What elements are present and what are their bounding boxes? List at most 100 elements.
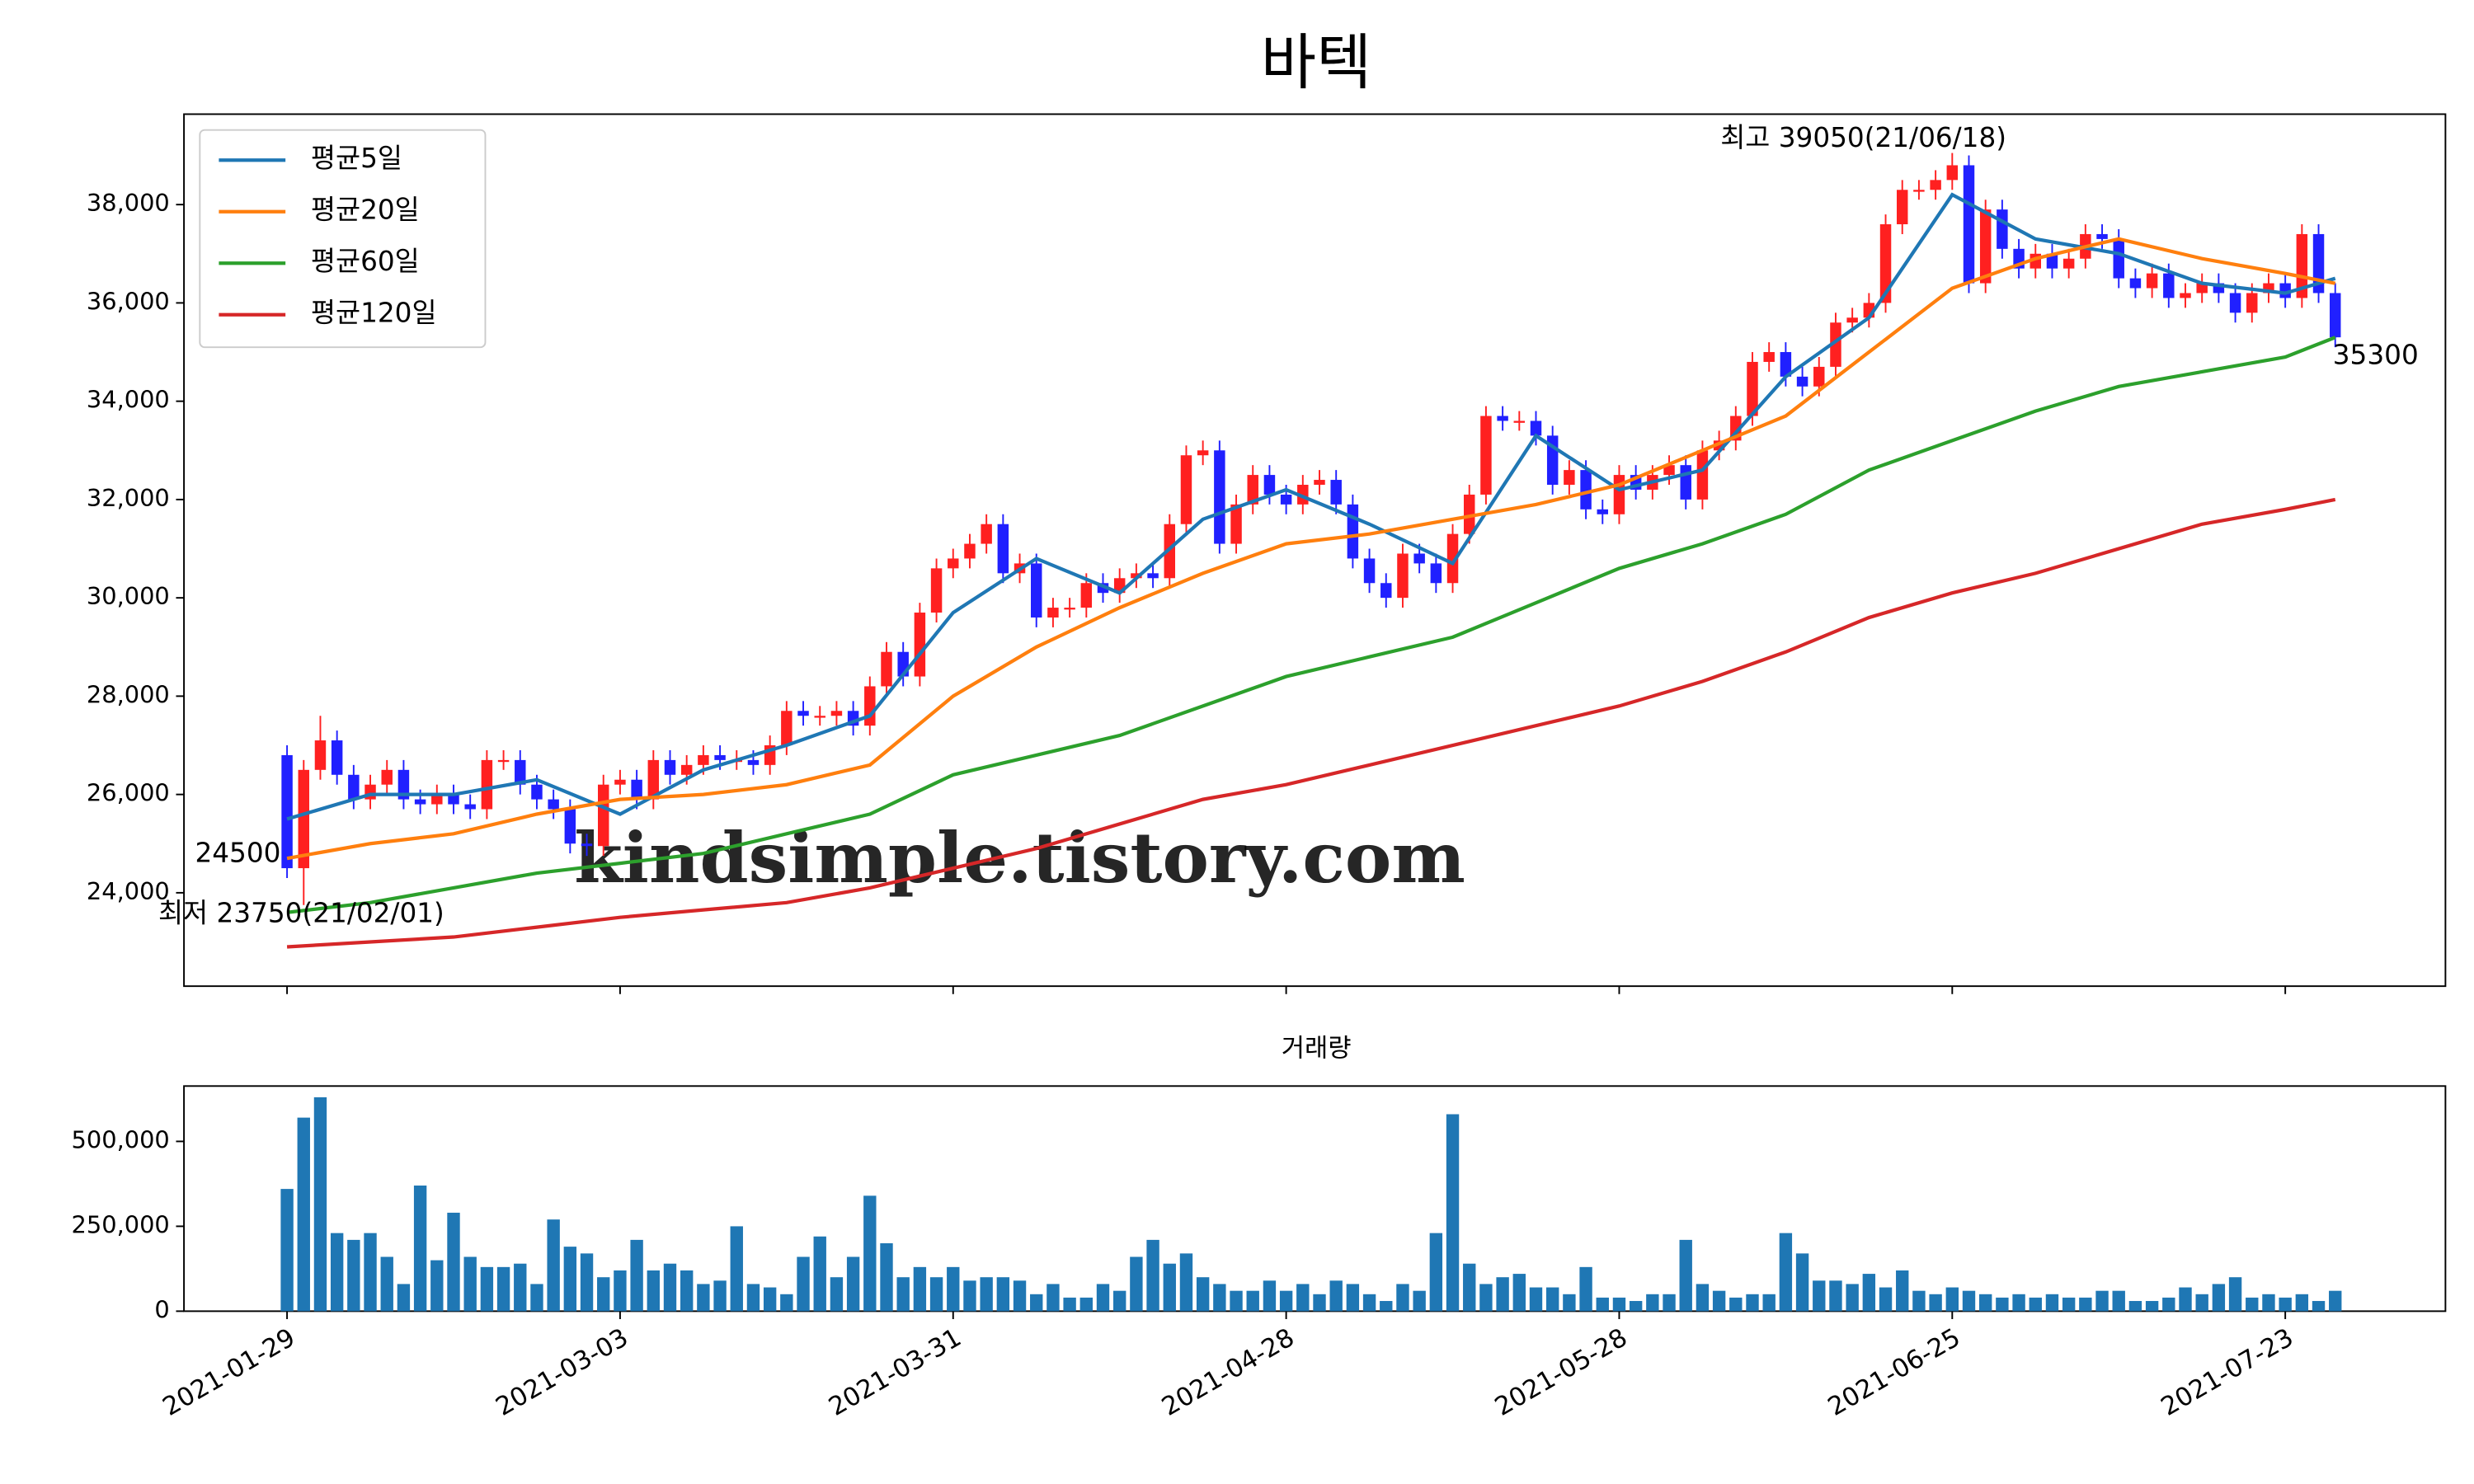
volume-bar [313, 1097, 327, 1312]
candle-body [930, 568, 943, 613]
volume-bar [813, 1236, 826, 1312]
candle-body [1430, 563, 1442, 584]
volume-bar [680, 1270, 694, 1312]
legend-label: 평균5일 [311, 143, 402, 174]
volume-bar [2329, 1290, 2342, 1312]
volume-bar [496, 1266, 510, 1312]
volume-bar [580, 1253, 594, 1312]
candle-body [1263, 475, 1276, 495]
y-tick-label: 30,000 [87, 582, 170, 610]
volume-bar [1429, 1233, 1443, 1312]
candle-body [2129, 278, 2142, 289]
volume-bar [2212, 1284, 2226, 1312]
x-tick-label: 2021-04-28 [1157, 1322, 1300, 1422]
volume-bar [1795, 1253, 1809, 1312]
volume-bar [2145, 1301, 2159, 1312]
candle-body [1830, 322, 1841, 367]
candle-body [464, 804, 476, 810]
volume-bar [1230, 1290, 1243, 1312]
volume-bar [1712, 1290, 1726, 1312]
candle-body [1347, 504, 1359, 559]
candle-body [1713, 440, 1725, 451]
candle-body [497, 759, 510, 763]
volume-bar [447, 1212, 460, 1312]
volume-bar [2295, 1294, 2309, 1312]
candle-body [714, 754, 726, 760]
legend-label: 평균120일 [311, 298, 437, 329]
annotation: 최저 23750(21/02/01) [158, 898, 444, 929]
candle-body [631, 779, 642, 800]
candle-body [614, 779, 626, 785]
volume-bar [1479, 1284, 1493, 1312]
candle-body [964, 543, 976, 559]
candle-body [1796, 376, 1808, 387]
volume-bar [364, 1233, 377, 1312]
volume-bar [929, 1277, 943, 1312]
volume-bar [947, 1266, 960, 1312]
volume-bar [1130, 1256, 1143, 1312]
candle-body [581, 843, 593, 847]
volume-bar [1263, 1280, 1277, 1312]
volume-bar [1945, 1287, 1959, 1312]
y-tick-label: 28,000 [87, 680, 170, 708]
candle-body [414, 799, 426, 805]
candle-body [2163, 273, 2175, 298]
candle-body [2246, 293, 2258, 313]
volume-bar [1446, 1114, 1460, 1312]
candle-body [2180, 293, 2191, 298]
candle-body [2096, 233, 2108, 239]
volume-bar [563, 1247, 577, 1312]
volume-bar [1296, 1284, 1310, 1312]
volume-bar [663, 1263, 677, 1312]
candle-body [281, 754, 293, 869]
volume-bar [1912, 1290, 1926, 1312]
candle-body [1846, 317, 1858, 323]
volume-bar [1463, 1263, 1476, 1312]
x-tick-label: 2021-07-23 [2156, 1322, 2298, 1422]
candle-body [348, 774, 360, 800]
candle-body [797, 711, 809, 716]
volume-bar [1346, 1284, 1360, 1312]
volume-bar [1729, 1297, 1743, 1312]
y-tick-label: 36,000 [87, 287, 170, 315]
volume-bar [2179, 1287, 2192, 1312]
volume-bar [430, 1260, 444, 1312]
volume-bar [1862, 1274, 1876, 1312]
volume-bar [746, 1284, 760, 1312]
y-tick-label: 38,000 [87, 189, 170, 217]
candle-body [830, 711, 843, 716]
candle-body [1230, 504, 1242, 544]
candle-body [1131, 573, 1142, 579]
candle-body [1597, 509, 1608, 514]
candle-body [1564, 470, 1575, 486]
volume-bar [630, 1239, 643, 1312]
volume-bar [1696, 1284, 1710, 1312]
ma-line [286, 237, 2336, 861]
volume-bar [2162, 1297, 2175, 1312]
candle-body [1147, 573, 1159, 579]
candle-body [564, 809, 576, 844]
volume-bar [697, 1284, 710, 1312]
candle-body [515, 759, 526, 785]
volume-bar [1279, 1290, 1293, 1312]
candle-body [1513, 420, 1526, 423]
volume-bar [647, 1270, 660, 1312]
candle-body [864, 686, 876, 726]
volume-bar [1612, 1297, 1626, 1312]
volume-bar [547, 1219, 560, 1312]
volume-bar [1829, 1280, 1842, 1312]
volume-bar [397, 1284, 411, 1312]
volume-bar [1246, 1290, 1259, 1312]
candle-body [2330, 293, 2341, 338]
candle-body [1031, 563, 1042, 618]
volume-bar [2112, 1290, 2125, 1312]
candle-body [1330, 480, 1342, 505]
candle-body [2296, 233, 2308, 298]
watermark: kindsimple.tistory.com [574, 817, 1465, 899]
volume-bar [1579, 1266, 1592, 1312]
y-tick-label: 250,000 [72, 1210, 170, 1238]
volume-bar [1179, 1253, 1193, 1312]
ma-line [286, 192, 2336, 821]
